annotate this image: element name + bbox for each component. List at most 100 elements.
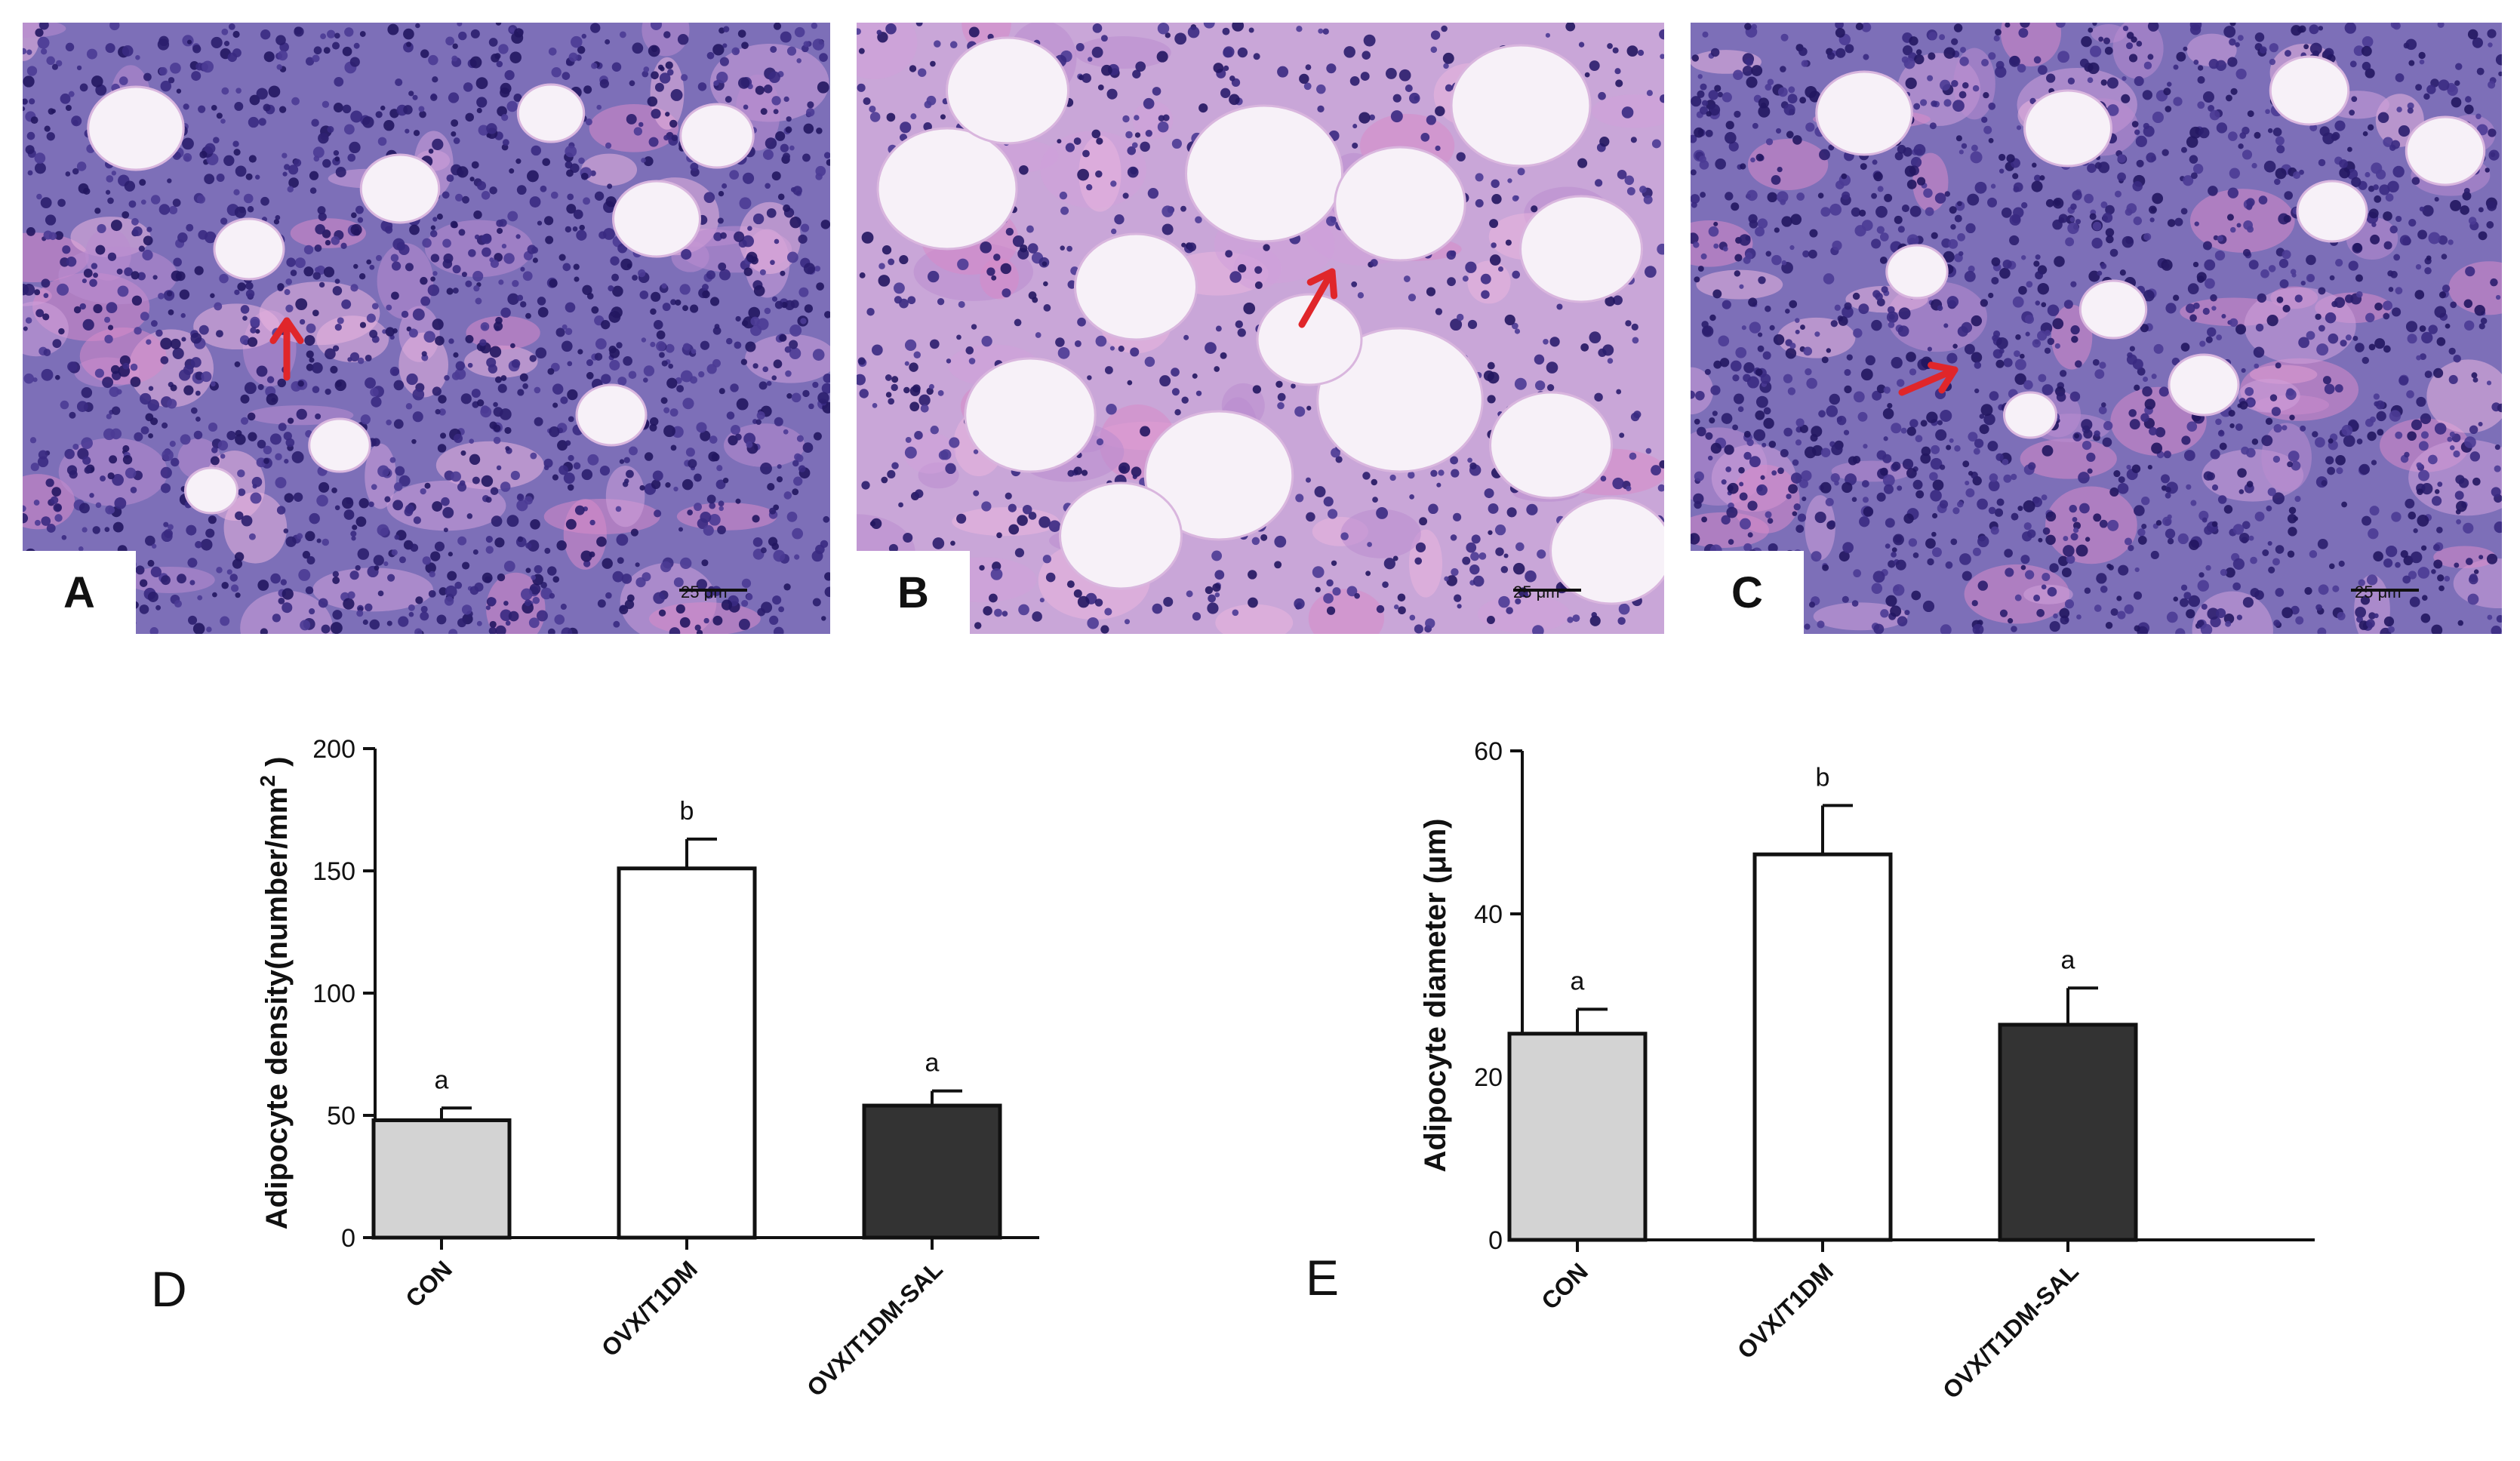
panel-a-letter: A [63,567,95,617]
nucleus [965,346,974,355]
nucleus [1626,186,1635,195]
nucleus [1306,405,1312,411]
nucleus [172,198,181,208]
nucleus [52,339,62,349]
nucleus [747,226,752,231]
nucleus [1457,604,1462,609]
nucleus [476,97,488,108]
nucleus [1451,469,1460,478]
y-axis-label: Adipocyte diameter (μm) [1419,818,1452,1172]
nucleus [278,597,285,604]
nucleus [2410,551,2423,564]
nucleus [1349,75,1360,86]
nucleus [2058,217,2065,223]
nucleus [369,330,378,339]
nucleus [2039,175,2045,181]
nucleus [256,88,268,100]
nucleus [771,543,780,550]
nucleus [2242,521,2251,530]
nucleus [1946,352,1958,364]
nucleus [2070,281,2077,288]
nucleus [1722,246,1728,252]
nucleus [2355,274,2363,282]
nucleus [1127,380,1133,386]
nucleus [1835,48,1846,58]
nucleus [221,581,229,589]
nucleus [1577,158,1588,168]
nucleus [1512,562,1525,575]
nucleus [2194,221,2199,226]
nucleus [358,273,366,280]
y-axis-label-end: ) [260,757,294,775]
nucleus [567,193,574,201]
nucleus [179,289,190,300]
nucleus [387,23,399,35]
x-category-label: OVX/T1DM-SAL [802,1255,948,1401]
nucleus [478,125,489,136]
nucleus [770,45,777,53]
nucleus [2205,278,2215,289]
nucleus [1758,105,1771,118]
nucleus [226,569,232,575]
nucleus [574,276,580,282]
nucleus [786,393,792,399]
nucleus [2122,75,2127,82]
nucleus [565,145,577,158]
nucleus [1750,157,1755,163]
nucleus [415,23,420,29]
nucleus [1906,352,1916,362]
nucleus [2260,269,2269,278]
nucleus [93,303,103,314]
nucleus [2117,172,2126,182]
nucleus [928,270,940,283]
nucleus [322,538,329,546]
nucleus [2450,199,2462,211]
nucleus [23,373,35,384]
nucleus [2374,195,2382,203]
nucleus [171,457,180,467]
nucleus [2373,393,2380,400]
nucleus [245,173,253,180]
nucleus [1786,494,1792,500]
nucleus [2090,45,2102,57]
nucleus [2230,226,2236,233]
nucleus [1580,343,1589,352]
nucleus [409,224,420,235]
nucleus [1974,181,1987,194]
nucleus [2239,532,2250,543]
nucleus [1958,251,1964,257]
nucleus [1491,194,1502,205]
nucleus [238,488,246,497]
nucleus [679,617,691,628]
nucleus [752,515,760,523]
nucleus [288,165,299,175]
nucleus [2124,604,2134,614]
nucleus [1912,552,1919,558]
nucleus [357,548,370,560]
nucleus [111,171,117,176]
nucleus [1822,564,1829,571]
nucleus [2480,317,2488,324]
nucleus [1808,601,1816,608]
nucleus [2365,312,2375,323]
nucleus [51,109,56,114]
nucleus [2047,304,2060,316]
nucleus [578,157,585,165]
nucleus [560,396,568,404]
nucleus [1617,617,1626,626]
nucleus [1920,420,1928,427]
nucleus [2067,222,2079,235]
nucleus [1472,575,1485,587]
nucleus [210,293,215,298]
nucleus [503,601,509,606]
nucleus [2225,620,2232,627]
nucleus [1897,325,1909,337]
nucleus [1362,51,1371,60]
nucleus [2134,505,2145,516]
nucleus [1709,314,1716,321]
nucleus [696,629,703,634]
nucleus [2070,325,2080,335]
nucleus [2232,582,2242,591]
arrow-shaft [1298,268,1336,328]
nucleus [435,336,445,346]
